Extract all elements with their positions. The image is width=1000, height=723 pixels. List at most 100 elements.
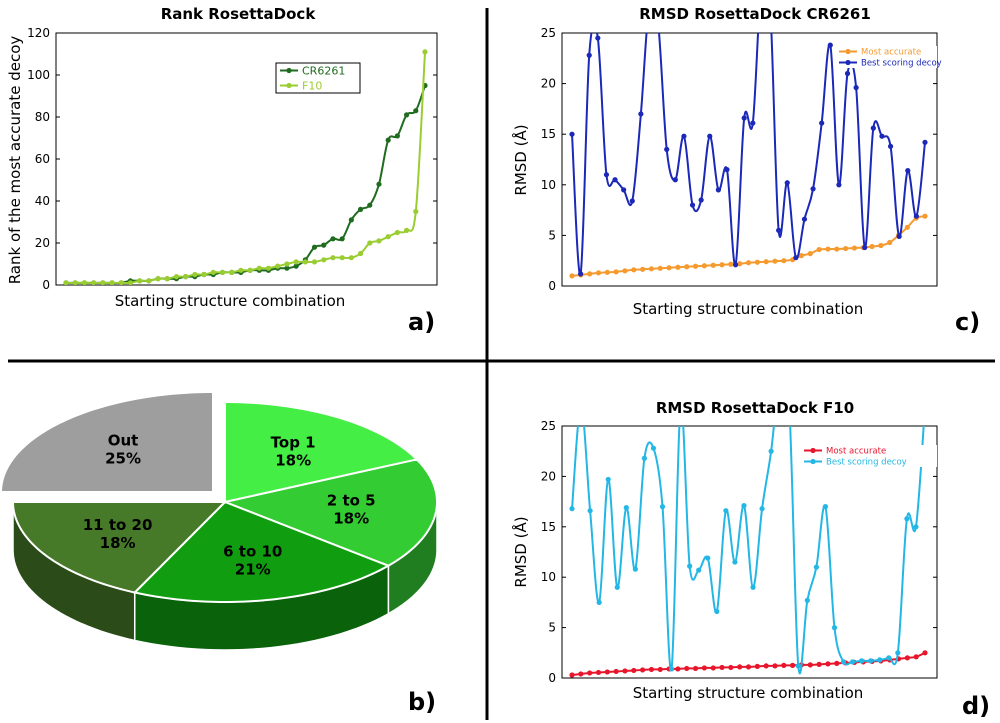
data-point <box>728 664 734 671</box>
data-point <box>904 516 910 522</box>
data-point <box>807 662 813 668</box>
data-point <box>714 608 720 615</box>
data-point <box>715 187 721 193</box>
data-point <box>587 508 593 514</box>
data-point <box>183 274 189 280</box>
data-point <box>578 403 583 408</box>
data-point <box>403 227 410 233</box>
pie-slice-label: 11 to 20 <box>83 516 153 534</box>
data-point <box>376 238 382 244</box>
data-point <box>146 278 152 284</box>
data-point <box>793 255 799 261</box>
chart-title: Rank RosettaDock <box>161 5 317 23</box>
y-axis-label: RMSD (Å) <box>511 124 530 195</box>
panel-label: d) <box>962 692 990 720</box>
data-point <box>836 182 842 188</box>
x-axis-label: Starting structure combination <box>633 300 864 318</box>
data-point <box>650 445 657 451</box>
data-point <box>659 504 666 510</box>
legend: CR6261 F10 <box>275 62 361 94</box>
data-point <box>201 271 207 278</box>
y-axis-label: RMSD (Å) <box>511 516 530 587</box>
data-point <box>879 133 885 139</box>
data-point <box>768 448 774 454</box>
data-point <box>631 267 637 273</box>
data-point <box>587 670 593 676</box>
data-point <box>745 260 752 266</box>
data-point <box>822 504 829 510</box>
pie-slice-value: 21% <box>235 561 271 579</box>
data-point <box>622 668 628 674</box>
y-tick-label: 15 <box>541 127 556 141</box>
data-point <box>825 246 831 252</box>
y-tick-label: 20 <box>541 77 556 91</box>
legend-swatch-marker <box>286 67 292 74</box>
data-point <box>772 663 778 669</box>
legend-entry-label: Most accurate <box>826 447 886 457</box>
data-point <box>701 263 707 269</box>
data-point <box>632 566 638 572</box>
data-point <box>118 280 124 285</box>
data-point <box>631 667 637 674</box>
series-layer <box>569 33 928 279</box>
data-point <box>692 263 699 269</box>
data-point <box>394 133 400 139</box>
data-point <box>913 213 919 219</box>
data-point <box>816 246 822 253</box>
data-point <box>754 259 760 265</box>
data-point <box>394 229 400 236</box>
data-point <box>348 217 354 223</box>
series-line-1 <box>66 51 426 285</box>
data-point <box>100 280 106 285</box>
series-line-0 <box>66 85 426 285</box>
data-point <box>877 657 883 663</box>
y-tick-label: 10 <box>541 570 556 584</box>
y-tick-label: 0 <box>42 278 50 292</box>
data-point <box>621 187 627 193</box>
data-point <box>745 664 752 670</box>
y-tick-label: 100 <box>27 68 50 82</box>
data-point <box>675 264 681 270</box>
data-point <box>330 255 336 261</box>
data-point <box>293 263 299 269</box>
data-point <box>376 181 382 187</box>
data-point <box>367 240 373 246</box>
chart-title: RMSD RosettaDock CR6261 <box>639 5 871 23</box>
x-axis-label: Starting structure combination <box>633 684 864 702</box>
data-point <box>569 672 575 678</box>
pie-slice-label: 2 to 5 <box>327 492 376 510</box>
data-point <box>586 52 592 58</box>
data-point <box>886 655 892 661</box>
pie-slice-3 <box>11 501 228 594</box>
data-point <box>578 271 584 277</box>
y-tick-label: 25 <box>541 26 556 40</box>
data-point <box>137 278 143 284</box>
data-point <box>772 258 778 264</box>
y-tick-label: 20 <box>35 236 50 250</box>
y-tick-label: 5 <box>548 228 556 242</box>
data-point <box>675 666 681 672</box>
plot-frame <box>561 32 938 287</box>
data-point <box>913 654 919 660</box>
pie-slice-0 <box>224 400 419 504</box>
x-axis-label: Starting structure combination <box>115 292 346 310</box>
data-point <box>569 273 575 279</box>
legend-entry-label: Best scoring decoy <box>826 458 907 468</box>
data-point <box>357 250 364 257</box>
data-point <box>741 115 747 121</box>
pie-slice-label: 6 to 10 <box>223 543 282 561</box>
data-point <box>795 663 801 669</box>
legend-entry-label: Most accurate <box>861 48 921 58</box>
data-point <box>613 269 619 275</box>
data-point <box>922 650 928 656</box>
data-point <box>732 262 739 268</box>
data-point <box>638 111 644 117</box>
data-point <box>844 70 851 77</box>
data-point <box>155 276 161 282</box>
data-point <box>707 133 713 139</box>
data-point <box>737 261 743 267</box>
y-tick-label: 5 <box>548 621 556 635</box>
